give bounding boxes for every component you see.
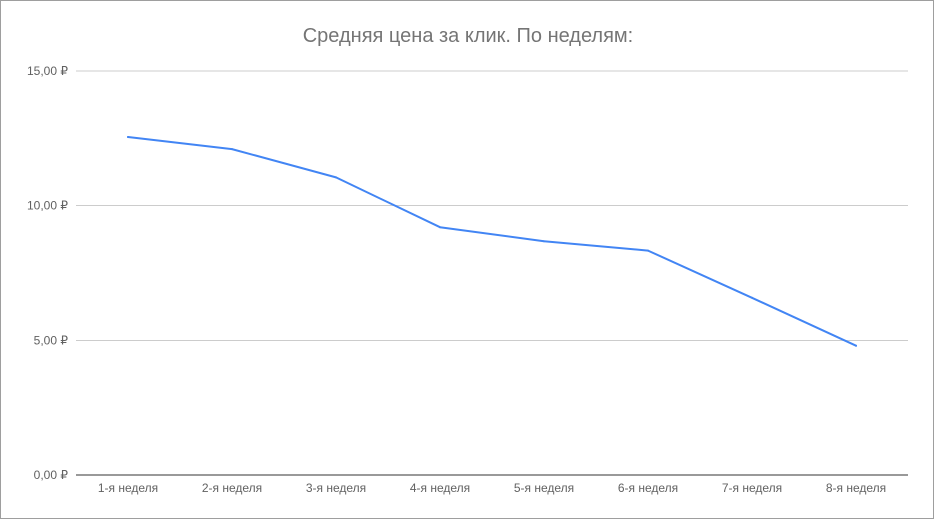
y-tick-label: 15,00 ₽	[27, 64, 68, 78]
data-point	[335, 176, 337, 179]
x-tick-label: 4-я неделя	[410, 481, 470, 495]
y-tick-label: 0,00 ₽	[34, 468, 69, 482]
x-tick-label: 1-я неделя	[98, 481, 158, 495]
x-tick-label: 8-я неделя	[826, 481, 886, 495]
chart-title: Средняя цена за клик. По неделям:	[302, 25, 634, 47]
data-point	[231, 148, 233, 151]
gridlines	[76, 70, 908, 476]
x-tick-label: 5-я неделя	[514, 481, 574, 495]
data-point	[751, 296, 753, 299]
data-point	[855, 344, 857, 347]
y-axis-ticks: 0,00 ₽ 5,00 ₽ 10,00 ₽ 15,00 ₽	[27, 64, 68, 482]
data-point	[127, 135, 129, 138]
y-tick-label: 5,00 ₽	[34, 333, 69, 347]
x-tick-label: 2-я неделя	[202, 481, 262, 495]
data-point	[647, 249, 649, 252]
y-tick-label: 10,00 ₽	[27, 199, 68, 213]
series-layer	[127, 135, 857, 347]
data-point	[543, 240, 545, 243]
series-line	[127, 136, 857, 347]
x-tick-label: 7-я неделя	[722, 481, 782, 495]
x-tick-label: 3-я неделя	[306, 481, 366, 495]
data-point	[439, 226, 441, 229]
x-tick-label: 6-я неделя	[618, 481, 678, 495]
x-axis-ticks: 1-я неделя 2-я неделя 3-я неделя 4-я неделя…	[98, 481, 886, 495]
